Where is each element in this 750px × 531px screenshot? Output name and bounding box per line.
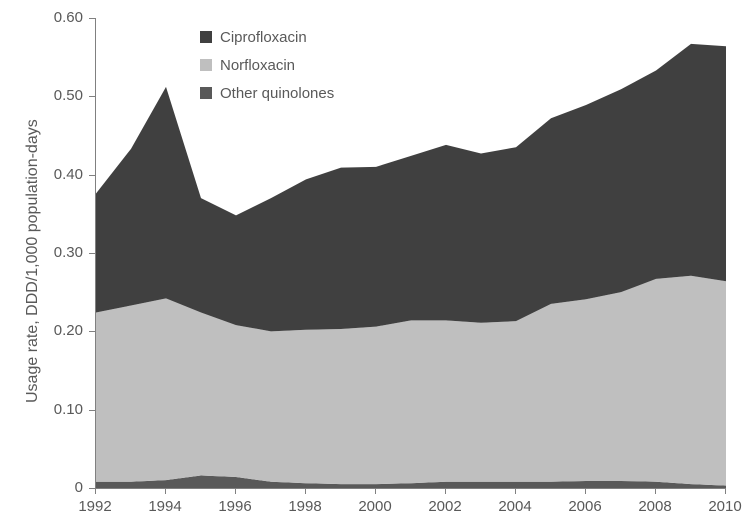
x-tick-mark [95, 488, 96, 494]
x-tick-label: 1996 [210, 498, 260, 515]
y-tick-mark [89, 175, 95, 176]
legend-item: Norfloxacin [200, 54, 334, 76]
x-tick-label: 2006 [560, 498, 610, 515]
legend-swatch [200, 87, 212, 99]
x-tick-mark [305, 488, 306, 494]
legend-label: Ciprofloxacin [220, 29, 307, 46]
legend-item: Other quinolones [200, 82, 334, 104]
y-tick-label: 0.50 [39, 87, 83, 104]
x-tick-label: 1992 [70, 498, 120, 515]
y-tick-mark [89, 18, 95, 19]
x-tick-label: 2000 [350, 498, 400, 515]
legend: Ciprofloxacin Norfloxacin Other quinolones [200, 26, 334, 110]
y-tick-label: 0.30 [39, 244, 83, 261]
x-tick-label: 2002 [420, 498, 470, 515]
x-tick-label: 1998 [280, 498, 330, 515]
legend-item: Ciprofloxacin [200, 26, 334, 48]
y-tick-label: 0.60 [39, 9, 83, 26]
y-tick-mark [89, 96, 95, 97]
x-tick-label: 1994 [140, 498, 190, 515]
x-tick-mark [655, 488, 656, 494]
y-tick-label: 0 [39, 479, 83, 496]
plot-area [95, 18, 726, 489]
legend-swatch [200, 59, 212, 71]
x-tick-label: 2004 [490, 498, 540, 515]
x-tick-label: 2010 [700, 498, 750, 515]
x-tick-mark [375, 488, 376, 494]
area-layers [96, 18, 726, 488]
x-tick-mark [515, 488, 516, 494]
x-tick-mark [445, 488, 446, 494]
x-tick-mark [725, 488, 726, 494]
stacked-area-chart: Usage rate, DDD/1,000 population-days 0 0… [0, 0, 750, 531]
legend-label: Norfloxacin [220, 57, 295, 74]
y-tick-label: 0.20 [39, 322, 83, 339]
y-tick-label: 0.40 [39, 166, 83, 183]
legend-label: Other quinolones [220, 85, 334, 102]
x-tick-mark [235, 488, 236, 494]
y-tick-mark [89, 410, 95, 411]
x-tick-mark [585, 488, 586, 494]
y-tick-mark [89, 331, 95, 332]
y-axis-title: Usage rate, DDD/1,000 population-days [24, 119, 42, 403]
x-tick-mark [165, 488, 166, 494]
y-tick-label: 0.10 [39, 401, 83, 418]
legend-swatch [200, 31, 212, 43]
y-tick-mark [89, 253, 95, 254]
x-tick-label: 2008 [630, 498, 680, 515]
